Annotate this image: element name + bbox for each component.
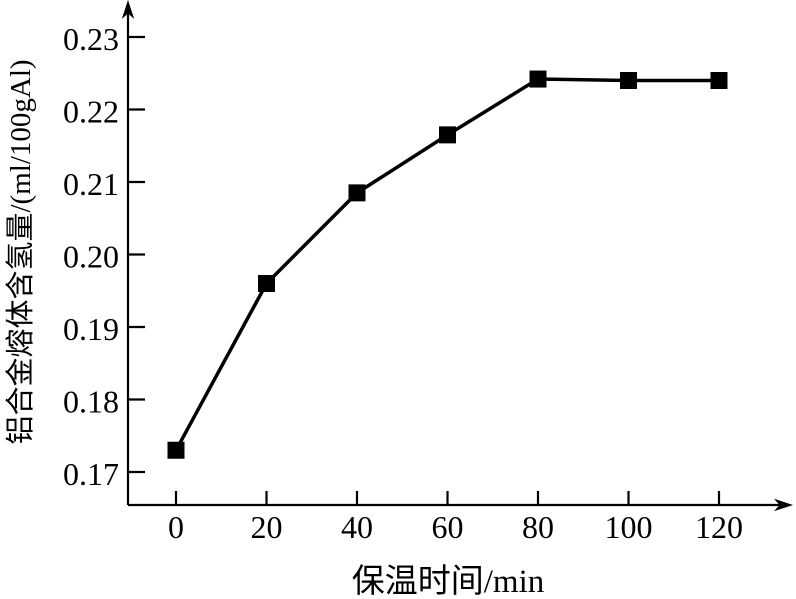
x-tick-label: 60: [432, 509, 464, 545]
y-axis-label: 铝合金熔体含氢量/(ml/100gAl): [4, 59, 37, 444]
y-tick-label: 0.17: [63, 456, 119, 492]
x-axis-label: 保温时间/min: [352, 564, 545, 599]
chart-generated-layer: 0.17 0.18 0.19 0.20 0.21 0.22 0.23 0 20 40 60 80 100…: [63, 0, 793, 545]
data-point-marker: [710, 72, 728, 89]
y-tick-label: 0.19: [63, 311, 119, 347]
x-tick-label: 0: [168, 509, 184, 545]
data-point-marker: [529, 70, 547, 88]
y-tick-label: 0.22: [63, 94, 119, 130]
data-point-marker: [258, 275, 275, 292]
x-tick-label: 40: [341, 509, 373, 545]
y-tick-label: 0.21: [63, 166, 119, 202]
y-tick-label: 0.23: [63, 21, 119, 57]
data-point-marker: [439, 126, 456, 144]
y-tick-label: 0.20: [63, 239, 119, 275]
x-axis-arrow-icon: [774, 498, 793, 512]
y-axis-arrow-icon: [121, 0, 135, 19]
x-tick-label: 120: [695, 509, 743, 545]
y-tick-label: 0.18: [63, 384, 119, 420]
x-tick-label: 100: [605, 509, 653, 545]
data-point-marker: [620, 72, 637, 89]
data-point-marker: [348, 184, 366, 202]
x-tick-label: 20: [251, 509, 283, 545]
data-point-marker: [167, 441, 185, 459]
x-tick-label: 80: [522, 509, 554, 545]
